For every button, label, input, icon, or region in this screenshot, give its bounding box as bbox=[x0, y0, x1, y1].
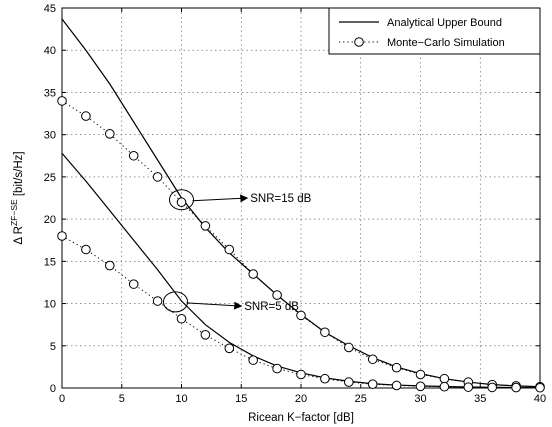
y-tick-label: 30 bbox=[44, 130, 56, 142]
series-line-simulation bbox=[61, 100, 541, 388]
series-layer bbox=[57, 18, 545, 393]
data-point-simulation bbox=[439, 373, 450, 384]
axes-layer: 0 5 10 15 20 25 30 35 40 0 5 10 15 20 25 30 35 40 45 bbox=[44, 3, 546, 405]
data-point-simulation bbox=[105, 260, 115, 271]
data-point-simulation bbox=[105, 129, 115, 139]
data-point-simulation bbox=[128, 279, 139, 289]
x-tick-label: 35 bbox=[474, 393, 486, 405]
data-point-simulation bbox=[535, 382, 545, 393]
data-point-simulation bbox=[152, 296, 163, 306]
data-point-simulation bbox=[320, 373, 330, 384]
data-point-simulation bbox=[391, 380, 402, 391]
y-tick-label: 40 bbox=[44, 45, 56, 57]
annotation-label: SNR=15 dB bbox=[250, 193, 311, 205]
x-tick-label: 20 bbox=[295, 393, 307, 405]
y-axis-label: Δ RZF−SE [bit/s/Hz] bbox=[9, 151, 25, 244]
annotation-arrow bbox=[192, 194, 249, 203]
data-point-simulation bbox=[248, 355, 258, 365]
data-point-simulation bbox=[248, 269, 258, 279]
data-point-simulation bbox=[296, 310, 306, 321]
y-tick-label: 5 bbox=[50, 341, 56, 353]
y-tick-label: 20 bbox=[44, 214, 56, 226]
x-tick-label: 10 bbox=[175, 393, 187, 405]
x-axis-label: Ricean K−factor [dB] bbox=[248, 412, 354, 424]
data-point-simulation bbox=[415, 369, 426, 380]
data-point-simulation bbox=[224, 244, 235, 255]
y-tick-label: 10 bbox=[44, 299, 56, 311]
legend-swatch-marker bbox=[354, 37, 364, 47]
x-tick-label: 15 bbox=[235, 393, 247, 405]
data-point-simulation bbox=[487, 382, 498, 393]
data-point-simulation bbox=[367, 379, 378, 390]
data-point-simulation bbox=[344, 377, 354, 387]
annotation-ellipse bbox=[163, 291, 189, 313]
annotation-layer: SNR=15 dB SNR=5 dB bbox=[163, 189, 312, 313]
data-point-simulation bbox=[272, 290, 282, 300]
y-tick-label: 15 bbox=[44, 256, 56, 268]
annotation-ellipse bbox=[169, 189, 194, 211]
data-point-simulation bbox=[320, 327, 330, 338]
legend-label: Monte−Carlo Simulation bbox=[387, 37, 505, 49]
data-point-simulation bbox=[511, 382, 521, 393]
data-point-simulation bbox=[463, 382, 474, 392]
y-axis-label-base: Δ R bbox=[13, 226, 25, 245]
data-point-simulation bbox=[176, 313, 187, 324]
data-point-simulation bbox=[57, 96, 67, 106]
data-point-simulation bbox=[344, 342, 354, 353]
data-point-simulation bbox=[200, 330, 211, 340]
legend-box bbox=[328, 7, 541, 55]
data-point-simulation bbox=[81, 244, 91, 255]
annotation-label: SNR=5 dB bbox=[244, 301, 299, 313]
x-tick-label: 25 bbox=[355, 393, 367, 405]
y-tick-label: 25 bbox=[44, 172, 56, 184]
y-tick-label: 45 bbox=[44, 3, 56, 15]
data-point-simulation bbox=[81, 111, 91, 121]
data-point-simulation bbox=[176, 197, 187, 208]
data-point-simulation bbox=[128, 150, 139, 161]
data-point-simulation bbox=[224, 343, 235, 354]
data-point-simulation bbox=[415, 381, 426, 392]
data-point-simulation bbox=[439, 381, 450, 392]
y-axis-label-unit: [bit/s/Hz] bbox=[13, 151, 25, 199]
data-point-simulation bbox=[367, 354, 378, 365]
x-tick-label: 0 bbox=[59, 393, 65, 405]
legend: Analytical Upper Bound Monte−Carlo Simula… bbox=[328, 7, 541, 55]
data-point-simulation bbox=[391, 362, 402, 373]
legend-label: Analytical Upper Bound bbox=[387, 17, 502, 29]
data-point-simulation bbox=[296, 369, 306, 380]
y-tick-label: 0 bbox=[50, 383, 56, 395]
x-tick-label: 30 bbox=[414, 393, 426, 405]
data-point-simulation bbox=[57, 231, 67, 241]
data-point-simulation bbox=[152, 172, 163, 182]
data-point-simulation bbox=[272, 363, 282, 374]
x-tick-label: 40 bbox=[534, 393, 546, 405]
x-tick-label: 5 bbox=[119, 393, 125, 405]
y-axis-label-sup: ZF−SE bbox=[9, 199, 19, 226]
y-tick-label: 35 bbox=[44, 87, 56, 99]
data-point-simulation bbox=[200, 221, 211, 231]
annotation-arrow bbox=[186, 301, 243, 310]
